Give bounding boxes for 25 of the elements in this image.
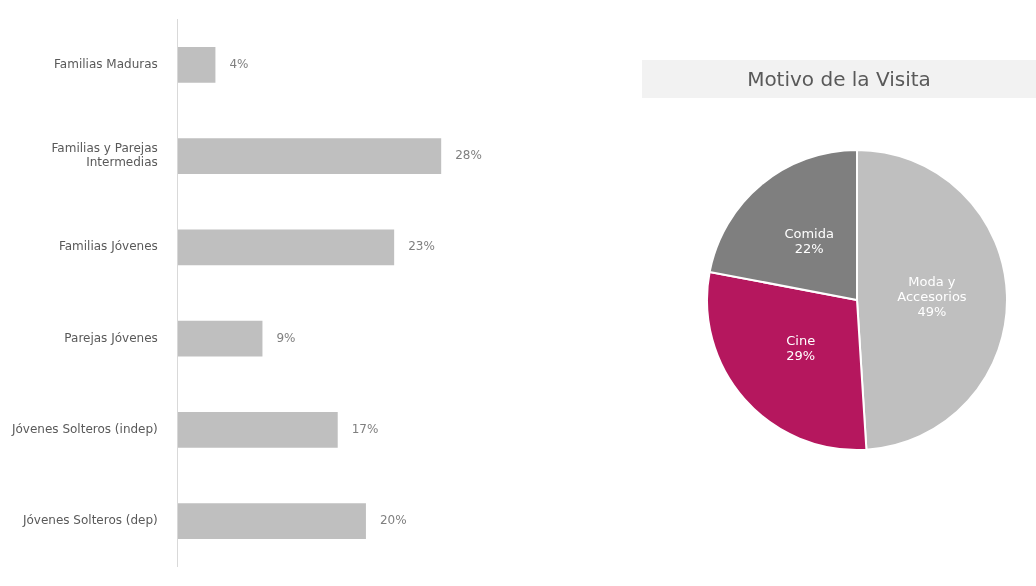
slice-label: Comida <box>784 226 834 242</box>
bar <box>177 229 395 266</box>
data-label: 23% <box>408 239 435 254</box>
y-tick-label: Jóvenes Solteros (indep) <box>10 422 158 437</box>
data-label: 17% <box>351 422 379 437</box>
y-tick-label: Familias Jóvenes <box>58 239 158 254</box>
bar <box>177 320 263 357</box>
y-tick-label: Familias y Parejas Intermedias <box>51 141 158 170</box>
bar <box>177 47 216 83</box>
bar <box>177 138 442 174</box>
data-label: 9% <box>276 330 296 345</box>
chart-title: Motivo de la Visita <box>642 60 1036 98</box>
data-label: 28% <box>455 148 482 163</box>
y-tick-label: Familias Maduras <box>54 56 158 71</box>
data-label: 22% <box>794 241 824 257</box>
bar <box>177 503 366 539</box>
data-label: 49% <box>917 304 947 320</box>
y-tick-label: Jóvenes Solteros (dep) <box>21 513 158 528</box>
slice-label: Cine <box>786 333 816 349</box>
data-label: 20% <box>379 513 407 528</box>
y-tick-label: Parejas Jóvenes <box>64 330 158 345</box>
data-label: 29% <box>786 348 816 364</box>
bar <box>177 412 338 448</box>
data-label: 4% <box>229 56 249 71</box>
slice-label: Moda y Accesorios <box>897 274 967 305</box>
